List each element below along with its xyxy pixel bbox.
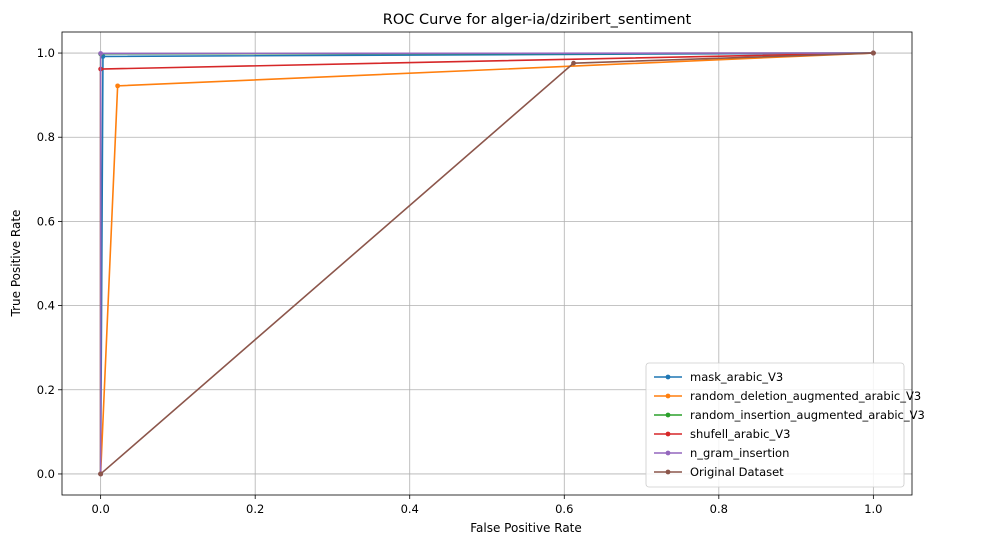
data-point (115, 83, 121, 89)
y-axis-label: True Positive Rate (9, 210, 23, 318)
data-point (870, 50, 876, 56)
legend-label: random_deletion_augmented_arabic_V3 (690, 389, 921, 403)
chart-title: ROC Curve for alger-ia/dziribert_sentime… (383, 12, 692, 28)
legend-item: Original Dataset (654, 465, 784, 479)
legend-swatch-marker (665, 450, 671, 456)
legend-label: Original Dataset (690, 465, 784, 479)
legend-label: n_gram_insertion (690, 446, 789, 460)
legend-item: random_insertion_augmented_arabic_V3 (654, 408, 925, 422)
legend-item: n_gram_insertion (654, 446, 789, 460)
x-axis-label: False Positive Rate (470, 521, 582, 535)
legend-item: shufell_arabic_V3 (654, 427, 790, 441)
legend-item: random_deletion_augmented_arabic_V3 (654, 389, 921, 403)
legend-swatch-marker (665, 393, 671, 399)
axis-ticks: 0.0 0.2 0.4 0.6 0.8 1.0 0.0 0.2 0.4 0.6 0.8 1.0 (37, 46, 883, 516)
series-Original Dataset (98, 50, 876, 477)
legend-box (645, 362, 905, 488)
legend-swatch-marker (665, 374, 671, 380)
x-tick-label: 0.8 (710, 502, 728, 516)
y-tick-label: 0.8 (37, 130, 55, 144)
x-tick-label: 0.4 (401, 502, 419, 516)
x-tick-label: 0.6 (555, 502, 573, 516)
legend-item: mask_arabic_V3 (654, 370, 783, 384)
y-tick-label: 1.0 (37, 46, 55, 60)
legend-label: shufell_arabic_V3 (690, 427, 790, 441)
legend-label: random_insertion_augmented_arabic_V3 (690, 408, 925, 422)
y-tick-label: 0.4 (37, 299, 55, 313)
legend-swatch-marker (665, 431, 671, 437)
data-point (571, 60, 576, 66)
legend: mask_arabic_V3 random_deletion_augmented_… (645, 362, 925, 488)
data-point (98, 51, 104, 56)
legend-swatch-marker (665, 469, 671, 475)
legend-swatch-marker (665, 412, 671, 418)
x-tick-label: 0.0 (91, 502, 109, 516)
y-tick-label: 0.6 (37, 214, 55, 228)
series-lines (98, 50, 876, 477)
data-point (98, 471, 104, 477)
y-tick-label: 0.0 (37, 467, 55, 481)
y-tick-label: 0.2 (37, 383, 55, 397)
legend-label: mask_arabic_V3 (690, 370, 783, 384)
x-tick-label: 1.0 (864, 502, 882, 516)
x-tick-label: 0.2 (246, 502, 264, 516)
plot-area-frame (61, 31, 913, 496)
